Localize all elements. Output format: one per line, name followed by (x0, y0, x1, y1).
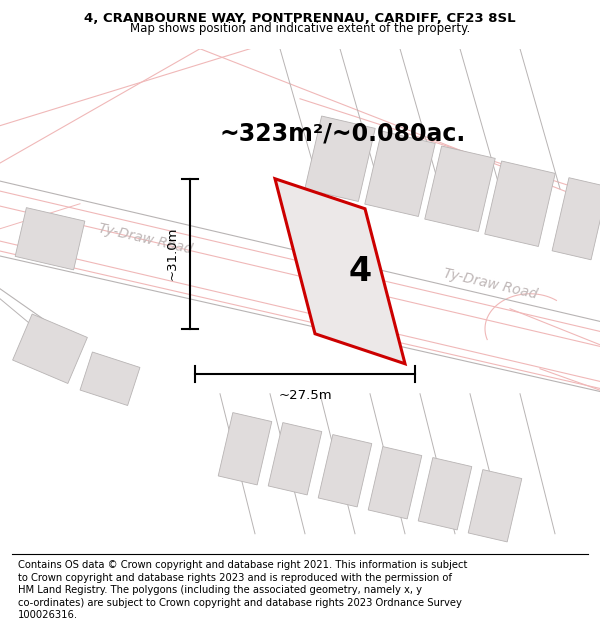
Polygon shape (485, 161, 555, 246)
Text: ~31.0m: ~31.0m (166, 227, 179, 281)
Text: Map shows position and indicative extent of the property.: Map shows position and indicative extent… (130, 22, 470, 34)
Text: to Crown copyright and database rights 2023 and is reproduced with the permissio: to Crown copyright and database rights 2… (18, 572, 452, 582)
Polygon shape (218, 412, 272, 485)
Polygon shape (425, 146, 495, 231)
Text: 4, CRANBOURNE WAY, PONTPRENNAU, CARDIFF, CF23 8SL: 4, CRANBOURNE WAY, PONTPRENNAU, CARDIFF,… (84, 11, 516, 24)
Polygon shape (305, 116, 375, 201)
Polygon shape (552, 177, 600, 260)
Polygon shape (365, 131, 435, 216)
Text: ~27.5m: ~27.5m (278, 389, 332, 402)
Text: ~323m²/~0.080ac.: ~323m²/~0.080ac. (220, 122, 466, 146)
Text: co-ordinates) are subject to Crown copyright and database rights 2023 Ordnance S: co-ordinates) are subject to Crown copyr… (18, 598, 462, 608)
Polygon shape (15, 208, 85, 270)
Polygon shape (13, 314, 88, 384)
Text: 4: 4 (349, 255, 371, 288)
Text: Ty-Draw Road: Ty-Draw Road (442, 266, 538, 301)
Polygon shape (468, 469, 522, 542)
Polygon shape (268, 422, 322, 495)
Text: Ty-Draw Road: Ty-Draw Road (97, 221, 193, 256)
Text: HM Land Registry. The polygons (including the associated geometry, namely x, y: HM Land Registry. The polygons (includin… (18, 585, 422, 595)
Polygon shape (418, 458, 472, 530)
Text: Contains OS data © Crown copyright and database right 2021. This information is : Contains OS data © Crown copyright and d… (18, 560, 467, 570)
Polygon shape (275, 179, 405, 364)
Polygon shape (318, 434, 372, 507)
Polygon shape (80, 352, 140, 406)
Polygon shape (368, 447, 422, 519)
Text: 100026316.: 100026316. (18, 610, 78, 620)
